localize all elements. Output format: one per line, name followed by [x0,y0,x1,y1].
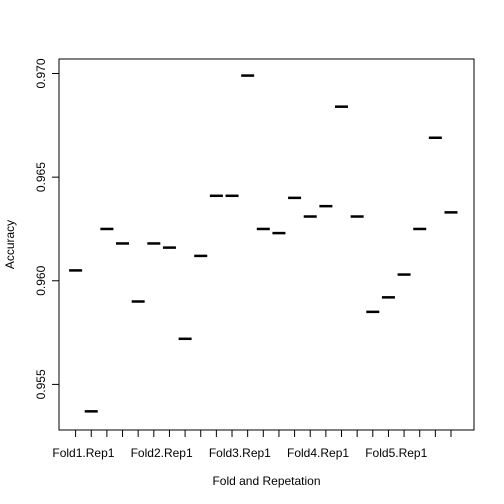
y-axis: 0.955 0.960 0.965 0.970 [34,58,59,399]
y-tick-label: 0.960 [34,265,48,295]
y-tick-label: 0.955 [34,369,48,399]
y-axis-title: Accuracy [3,220,17,269]
x-tick-label: Fold4.Rep1 [287,446,349,460]
x-tick-label: Fold3.Rep1 [209,446,271,460]
y-tick-label: 0.965 [34,162,48,192]
y-tick-label: 0.970 [34,58,48,88]
x-tick-label: Fold2.Rep1 [131,446,193,460]
x-axis: Fold1.Rep1 Fold2.Rep1 Fold3.Rep1 Fold4.Rep1… [52,430,452,460]
data-marks [69,74,458,413]
x-axis-title: Fold and Repetation [212,474,320,488]
x-tick-label: Fold5.Rep1 [365,446,427,460]
x-tick-label: Fold1.Rep1 [52,446,114,460]
plot-frame [58,58,475,431]
